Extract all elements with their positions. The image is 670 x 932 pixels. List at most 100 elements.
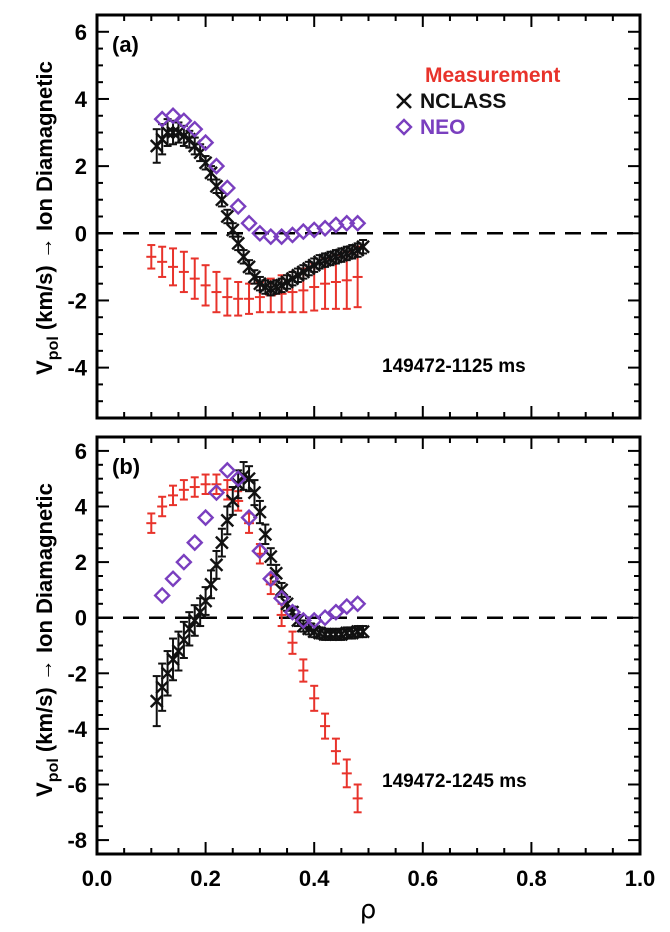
nclass-point — [171, 644, 186, 658]
annotation-a: 149472-1125 ms — [382, 356, 526, 377]
x-stroke — [171, 644, 186, 658]
x-stroke — [323, 627, 338, 642]
series-nclass — [149, 118, 370, 297]
x-stroke — [166, 652, 180, 667]
panel-b: -8 -6 -4 -2 0 2 4 6 0.0 0.2 0.4 0.6 0.8 1.0 (b) 14947… — [32, 435, 656, 925]
legend-label-neo: NEO — [420, 116, 466, 139]
nclass-point — [209, 179, 224, 194]
x-stroke — [198, 594, 213, 608]
nclass-point — [220, 209, 235, 224]
nclass-point — [177, 633, 191, 647]
neo-point — [272, 589, 291, 607]
nclass-point — [231, 236, 246, 251]
neo-point — [240, 214, 258, 232]
nclass-point — [209, 558, 224, 572]
nclass-point — [204, 165, 218, 180]
neo-point — [262, 570, 280, 588]
nclass-point — [225, 223, 240, 237]
neo-point — [348, 214, 367, 232]
series-nclass — [149, 461, 370, 728]
panel-label-b: (b) — [112, 454, 140, 479]
nclass-point — [149, 694, 164, 708]
neo-point — [218, 179, 237, 197]
x-stroke — [242, 260, 256, 274]
x-stroke — [160, 125, 175, 140]
panel-label-a: (a) — [112, 32, 139, 57]
xlabel: ρ — [360, 895, 377, 925]
x-stroke — [171, 125, 186, 140]
nclass-point — [204, 577, 218, 592]
neo-point — [229, 197, 247, 216]
y-tick-label: -4 — [67, 717, 87, 742]
ylabel-a: Vpol (km/s) → Ion Diamagnetic — [32, 61, 62, 375]
neo-point — [175, 553, 193, 571]
nclass-point — [155, 680, 170, 695]
x-stroke — [225, 223, 240, 237]
x-stroke — [166, 125, 180, 140]
neo-point — [153, 586, 171, 605]
x-stroke — [187, 613, 202, 628]
annotation-b: 149472-1245 ms — [382, 771, 527, 792]
nclass-point — [166, 125, 180, 140]
neo-point — [207, 157, 226, 175]
x-stroke — [198, 155, 213, 170]
x-stroke — [356, 239, 370, 254]
nclass-point — [193, 605, 208, 619]
nclass-point — [323, 627, 338, 642]
nclass-point — [247, 485, 262, 500]
x-stroke — [193, 605, 208, 619]
x-stroke — [258, 527, 273, 542]
x-stroke — [209, 558, 224, 572]
neo-point — [327, 603, 345, 621]
x-tick-label: 0.8 — [516, 866, 547, 891]
x-stroke — [220, 209, 235, 224]
neo-point — [164, 570, 182, 588]
y-tick-label: 2 — [75, 550, 87, 575]
x-tick-label: 1.0 — [625, 866, 656, 891]
neo-point — [348, 595, 367, 613]
legend-label-nclass: NCLASS — [420, 90, 506, 113]
x-stroke — [177, 129, 191, 143]
x-tick-label: 0.6 — [408, 866, 439, 891]
nclass-point — [269, 566, 284, 581]
nclass-point — [220, 513, 235, 528]
x-stroke — [247, 485, 262, 500]
x-stroke — [225, 494, 240, 508]
x-tick-label: 0.4 — [299, 866, 330, 891]
neo-point — [240, 508, 258, 527]
x-stroke — [242, 471, 256, 486]
x-stroke — [204, 165, 218, 180]
legend-marker-nclass — [396, 93, 412, 109]
neo-point — [251, 542, 269, 560]
x-stroke — [160, 666, 175, 681]
y-tick-label: 4 — [75, 495, 88, 520]
neo-point — [186, 120, 204, 138]
panel-a: -4 -2 0 2 4 6 (a) 149472-1125 ms Measurement … — [32, 13, 642, 420]
neo-point — [164, 107, 182, 125]
x-tick-label: 0.0 — [82, 866, 113, 891]
neo-point — [251, 224, 269, 242]
x-stroke — [318, 627, 332, 642]
x-stroke — [263, 549, 278, 564]
y-tick-label: 4 — [75, 87, 88, 112]
nclass-point — [356, 239, 370, 254]
ticks-a: -4 -2 0 2 4 6 — [67, 14, 641, 419]
y-tick-label: 6 — [75, 20, 87, 45]
x-stroke — [204, 577, 218, 592]
x-stroke — [231, 236, 246, 251]
y-tick-label: 0 — [75, 221, 87, 246]
neo-point — [316, 609, 334, 627]
nclass-point — [350, 624, 365, 639]
y-tick-label: 2 — [75, 154, 87, 179]
neo-point — [218, 461, 237, 480]
x-stroke — [269, 566, 284, 581]
neo-point — [207, 483, 226, 502]
y-tick-label: 0 — [75, 606, 87, 631]
x-stroke — [182, 621, 197, 636]
nclass-point — [356, 624, 370, 639]
nclass-point — [329, 627, 343, 642]
legend-marker-neo — [395, 118, 413, 136]
nclass-point — [187, 613, 202, 628]
plot-area-b — [146, 461, 370, 814]
nclass-point — [339, 626, 354, 640]
